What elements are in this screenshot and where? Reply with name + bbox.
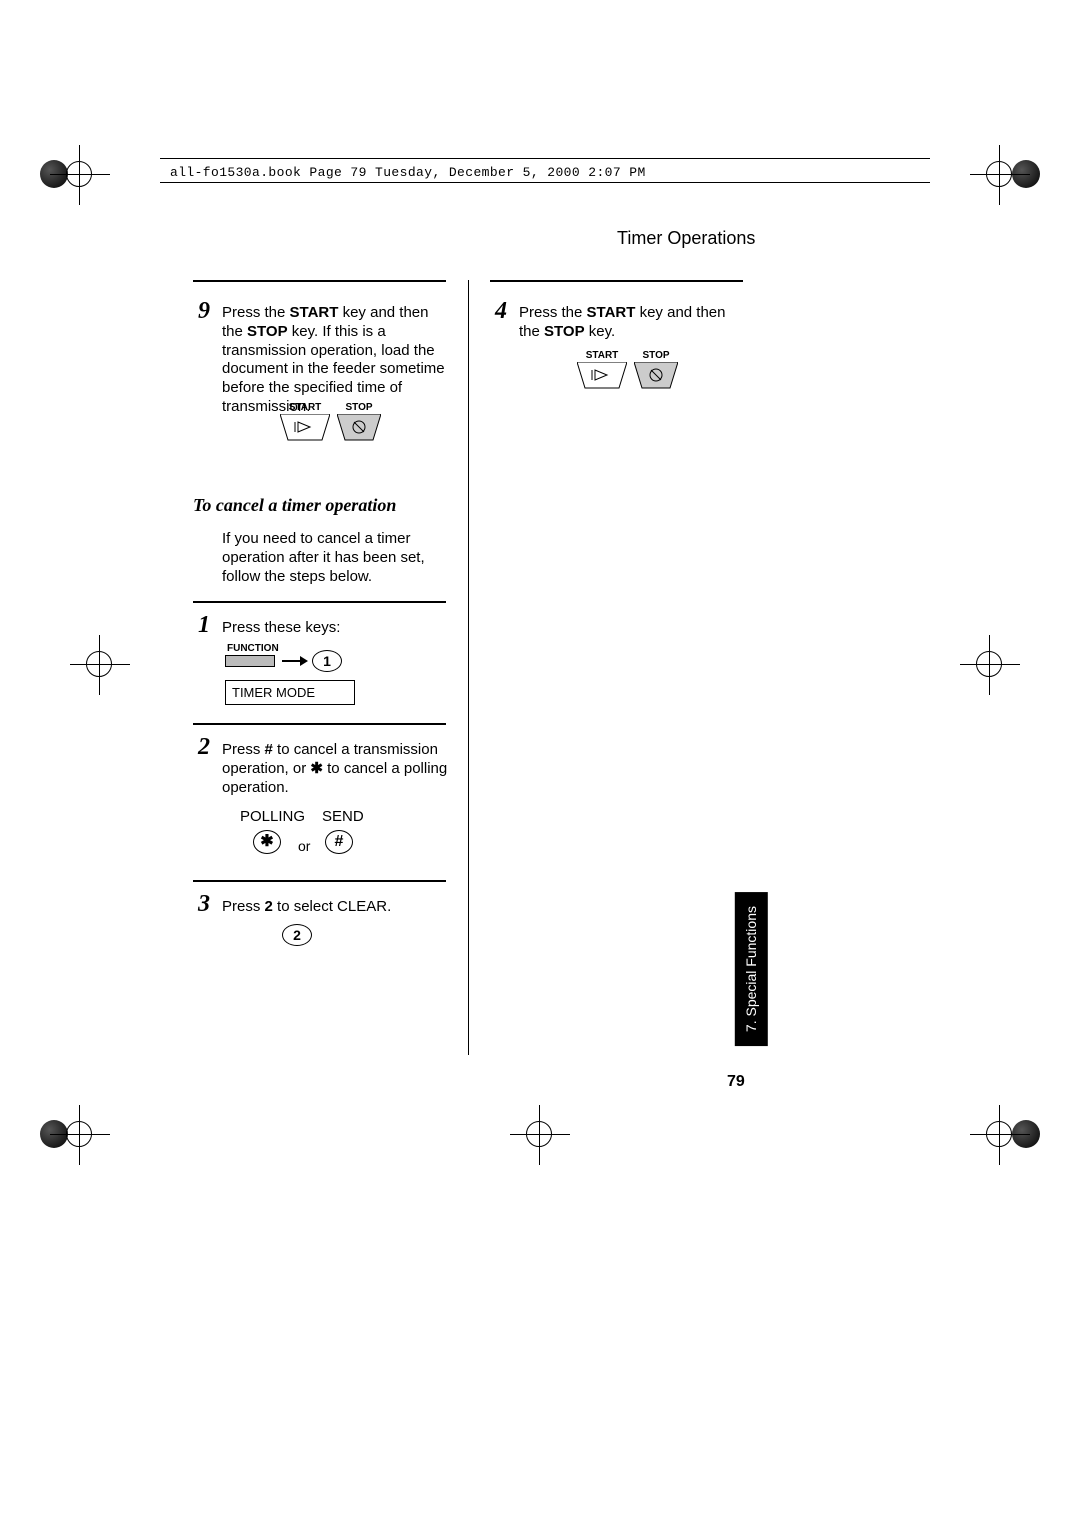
chapter-tab-label: 7. Special Functions (743, 906, 759, 1032)
page: all-fo1530a.book Page 79 Tuesday, Decemb… (0, 0, 1080, 1528)
rule (193, 723, 446, 725)
crop-mark-icon (970, 1105, 1030, 1165)
stop-key-label: STOP (634, 350, 678, 361)
step-3-text: Press 2 to select CLEAR. (222, 898, 452, 917)
hash-key-icon: # (325, 830, 353, 854)
start-key-label: START (577, 350, 627, 361)
page-number: 79 (727, 1073, 745, 1091)
stop-key-icon (634, 362, 678, 388)
crop-mark-icon (70, 635, 130, 695)
crop-mark-icon (50, 1105, 110, 1165)
crop-mark-icon (960, 635, 1020, 695)
step-number: 9 (198, 298, 210, 325)
display-timer-mode: TIMER MODE (225, 680, 355, 705)
rule (490, 280, 743, 282)
crop-mark-icon (510, 1105, 570, 1165)
step-2-text: Press # to cancel a transmission operati… (222, 741, 452, 797)
crop-mark-icon (970, 145, 1030, 205)
header-rule (160, 158, 930, 159)
star-key-icon: ✱ (253, 830, 281, 854)
page-title: Timer Operations (617, 228, 755, 249)
cancel-intro-text: If you need to cancel a timer operation … (222, 530, 447, 586)
chapter-tab: 7. Special Functions (735, 892, 768, 1046)
rule (193, 880, 446, 882)
step-number: 2 (198, 734, 210, 761)
file-stamp: all-fo1530a.book Page 79 Tuesday, Decemb… (170, 165, 646, 180)
start-key-icon (280, 414, 324, 440)
start-key-label: START (280, 402, 330, 413)
arrow-right-icon (282, 654, 308, 673)
polling-label: POLLING (240, 808, 305, 825)
crop-mark-icon (50, 145, 110, 205)
column-divider (468, 280, 469, 1055)
step-4-text: Press the START key and then the STOP ke… (519, 304, 749, 342)
step-9-text: Press the START key and then the STOP ke… (222, 304, 452, 417)
rule (193, 601, 446, 603)
send-label: SEND (322, 808, 364, 825)
step-number: 1 (198, 612, 210, 639)
step-number: 4 (495, 298, 507, 325)
rule (193, 280, 446, 282)
step-number: 3 (198, 891, 210, 918)
key-2: 2 (282, 924, 312, 946)
key-1: 1 (312, 650, 342, 672)
step-1-text: Press these keys: (222, 619, 452, 638)
stop-key-icon (337, 414, 381, 440)
subheading-cancel: To cancel a timer operation (193, 495, 396, 516)
function-key-label: FUNCTION (227, 643, 287, 654)
header-rule (160, 182, 930, 183)
stop-key-label: STOP (337, 402, 381, 413)
start-key-icon (577, 362, 621, 388)
function-key-icon (225, 655, 275, 667)
or-text: or (298, 838, 310, 854)
